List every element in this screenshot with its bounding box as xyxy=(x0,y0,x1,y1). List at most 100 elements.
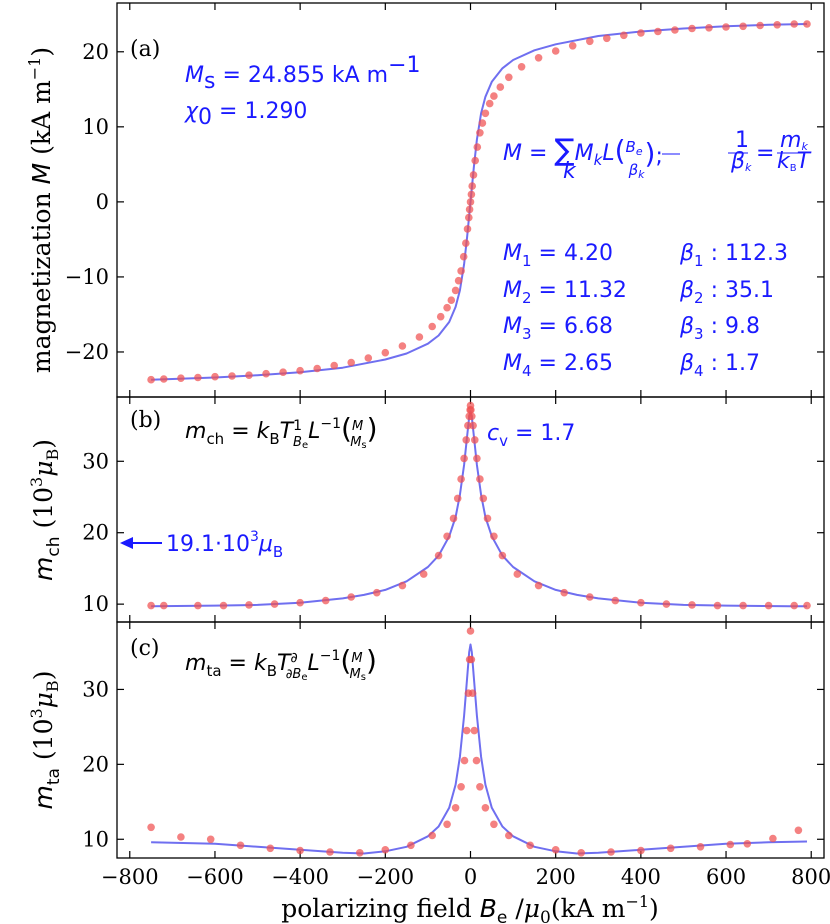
x-tick-label: 800 xyxy=(791,865,830,889)
panel-b-data-point xyxy=(468,412,476,421)
panel-b-data-point xyxy=(434,551,443,560)
beta-relation-annotation: 1 xyxy=(735,128,749,153)
panel-c-data-point xyxy=(147,823,155,832)
panel-c-data-point xyxy=(177,833,185,841)
panel-a-data-point xyxy=(705,24,713,32)
panel-a-ytick-label: −20 xyxy=(65,340,109,364)
panel-c-data-point xyxy=(476,783,484,791)
x-tick-label: 600 xyxy=(706,865,746,889)
panel-b-data-point xyxy=(270,600,279,608)
panel-c-annotations: mta = kBT∂ ∂BeL−1(M Ms) xyxy=(185,644,377,683)
panel-c-data-point xyxy=(451,804,460,812)
panel-b-data-point xyxy=(637,598,645,607)
panel-a-data-point xyxy=(773,21,781,29)
x-tick-label: −200 xyxy=(356,865,414,889)
panel-a-data-point xyxy=(478,119,487,127)
panel-b-data-point xyxy=(194,601,202,610)
panel-c-data-point xyxy=(206,835,215,844)
panel-a-data-point xyxy=(160,375,168,383)
panel-b-data-point xyxy=(419,570,428,578)
panel-b-ytick-label: 30 xyxy=(82,449,109,473)
x-tick-label: −600 xyxy=(186,865,244,889)
fit-formula-annotation: M = ∑MkL(Be βk); xyxy=(503,133,663,181)
reference-arrow-head xyxy=(120,537,133,549)
ticks-layer: −20 −10 0 10 20 10 20 30 10 20 30 −800 −600 −400 −200 0… xyxy=(65,3,830,889)
panel-b-data-point xyxy=(398,581,407,590)
panel-c-data-point xyxy=(296,846,304,855)
beta2-value: β2 : 35.1 xyxy=(679,278,774,307)
panel-a-data-point xyxy=(517,63,526,71)
panel-a-data-point xyxy=(428,322,437,331)
panel-c-data-point xyxy=(428,831,437,840)
panel-b-data-point xyxy=(560,588,568,597)
panel-a-label: (a) xyxy=(130,37,160,62)
panel-c-data-point xyxy=(236,841,245,850)
panel-b-data-point xyxy=(160,601,168,610)
panel-a-data-point xyxy=(211,372,219,381)
panel-a-data-point xyxy=(467,190,476,199)
panel-a-data-point xyxy=(228,372,236,380)
panel-c-data-point xyxy=(443,820,451,829)
panel-a-data-point xyxy=(279,368,287,377)
panel-a-data-point xyxy=(313,364,322,373)
panel-c-data-point xyxy=(381,846,390,854)
panel-b-label: (b) xyxy=(130,408,161,433)
panel-a-data-point xyxy=(534,54,543,62)
panel-a-data-point xyxy=(481,109,490,118)
panel-a-data-point xyxy=(296,366,304,375)
panel-c-data-point xyxy=(467,655,476,664)
panel-c-ylabel: mta (103μB) xyxy=(27,671,64,810)
panel-b-data-point xyxy=(471,436,479,444)
panel-b-data-point xyxy=(347,593,356,601)
panel-a-data-point xyxy=(586,37,594,46)
cv-annotation: cv = 1.7 xyxy=(487,421,575,450)
beta-equals: = xyxy=(756,141,774,166)
panel-a-data-point xyxy=(637,29,645,37)
panel-a-ylabel: magnetization M (kA m−1) xyxy=(25,47,56,373)
beta4-value: β4 : 1.7 xyxy=(679,351,760,380)
panel-b-data-point xyxy=(464,421,472,430)
panel-a-data-point xyxy=(505,73,513,82)
panel-a-data-point xyxy=(465,205,474,214)
panel-a-data-point xyxy=(620,31,628,40)
panel-c-ytick-label: 20 xyxy=(82,752,109,776)
panel-b-data-point xyxy=(453,494,462,503)
chi0-annotation: χ0 = 1.290 xyxy=(184,99,307,130)
panel-b-data-point xyxy=(296,598,304,607)
panel-b-data-point xyxy=(586,593,594,601)
panel-a-data-point xyxy=(603,34,611,43)
panel-c-data-point xyxy=(326,848,334,856)
panel-a-data-point xyxy=(459,252,468,261)
panel-c-data-point xyxy=(505,831,513,840)
panel-a-data-point xyxy=(688,24,696,33)
panel-c-data-point xyxy=(607,848,615,856)
m4-value: M4 = 2.65 xyxy=(503,351,613,380)
panel-b-data-point xyxy=(479,494,488,503)
mta-formula: mta = kBT∂ ∂BeL−1(M Ms) xyxy=(185,644,377,683)
panel-c-data-point xyxy=(743,840,752,848)
panel-b-data-point xyxy=(476,475,484,483)
panel-b-data-point xyxy=(483,514,492,523)
panel-a-data-point xyxy=(443,303,451,312)
panel-a-ytick-label: 20 xyxy=(82,40,109,64)
panel-a-data-point xyxy=(551,47,560,55)
panel-a-data-point xyxy=(485,99,494,108)
panel-a-data-point xyxy=(803,20,811,28)
panel-a-ytick-label: 0 xyxy=(96,190,109,214)
panel-a-data-point xyxy=(245,371,253,380)
panel-a-data-point xyxy=(722,23,730,31)
panel-a-data-point xyxy=(790,20,798,28)
panel-c-data-point xyxy=(666,844,675,853)
m1-value: M1 = 4.20 xyxy=(503,241,613,270)
panel-c-data-point xyxy=(490,820,498,829)
panel-b-data-point xyxy=(498,551,507,560)
points-layer xyxy=(147,20,811,857)
panel-a-data-point xyxy=(177,374,185,383)
m2-value: M2 = 11.32 xyxy=(503,278,627,307)
panel-b-data-point xyxy=(764,601,773,610)
panel-b-data-point xyxy=(373,588,381,597)
panel-b-data-point xyxy=(534,581,543,590)
panel-b-data-point xyxy=(460,454,468,463)
panel-b-data-point xyxy=(449,514,458,523)
